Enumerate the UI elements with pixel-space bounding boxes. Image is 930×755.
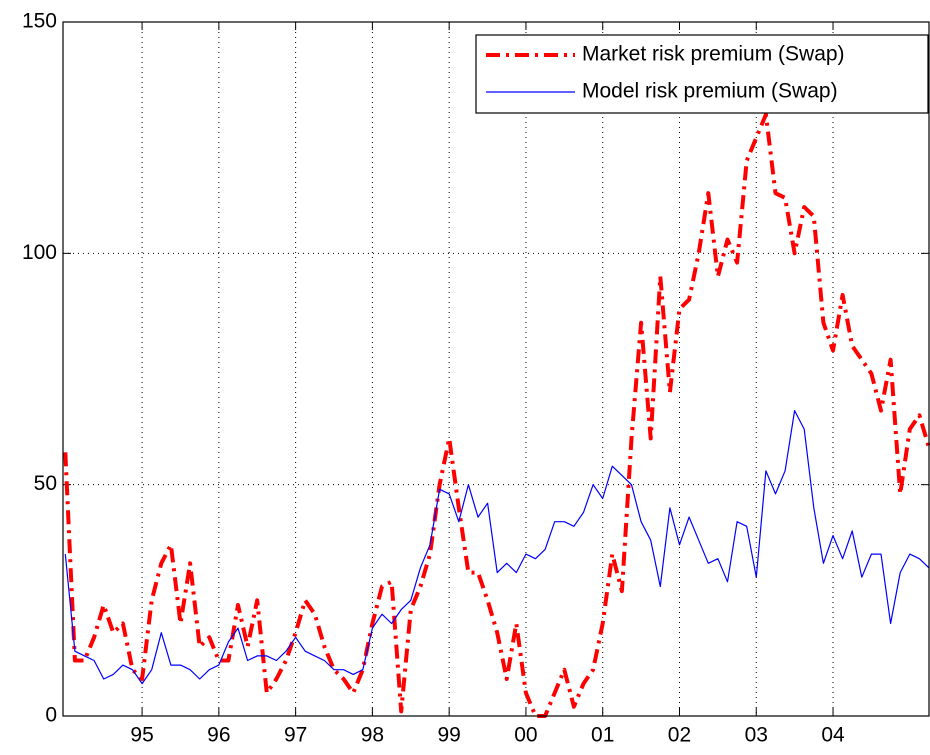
data-line [64, 410, 930, 685]
x-tick-label: 95 [130, 724, 153, 747]
x-tick-label: 00 [514, 724, 537, 747]
x-tick-label: 02 [668, 724, 691, 747]
x-tick-label: 96 [207, 724, 230, 747]
legend-box [475, 34, 929, 114]
x-tick-label: 98 [361, 724, 384, 747]
x-tick-label: 01 [591, 724, 614, 747]
legend-label: Market risk premium (Swap) [582, 43, 845, 66]
y-tick-label: 0 [45, 704, 57, 727]
plot-frame [62, 21, 930, 717]
x-tick-label: 99 [437, 724, 460, 747]
y-tick-label: 50 [34, 472, 57, 495]
data-line [63, 112, 930, 718]
x-tick-label: 03 [745, 724, 768, 747]
y-tick-label: 100 [22, 241, 57, 264]
y-tick-label: 150 [22, 10, 57, 33]
legend-label: Model risk premium (Swap) [582, 80, 838, 103]
x-tick-label: 04 [821, 724, 845, 747]
x-tick-label: 97 [284, 724, 307, 747]
